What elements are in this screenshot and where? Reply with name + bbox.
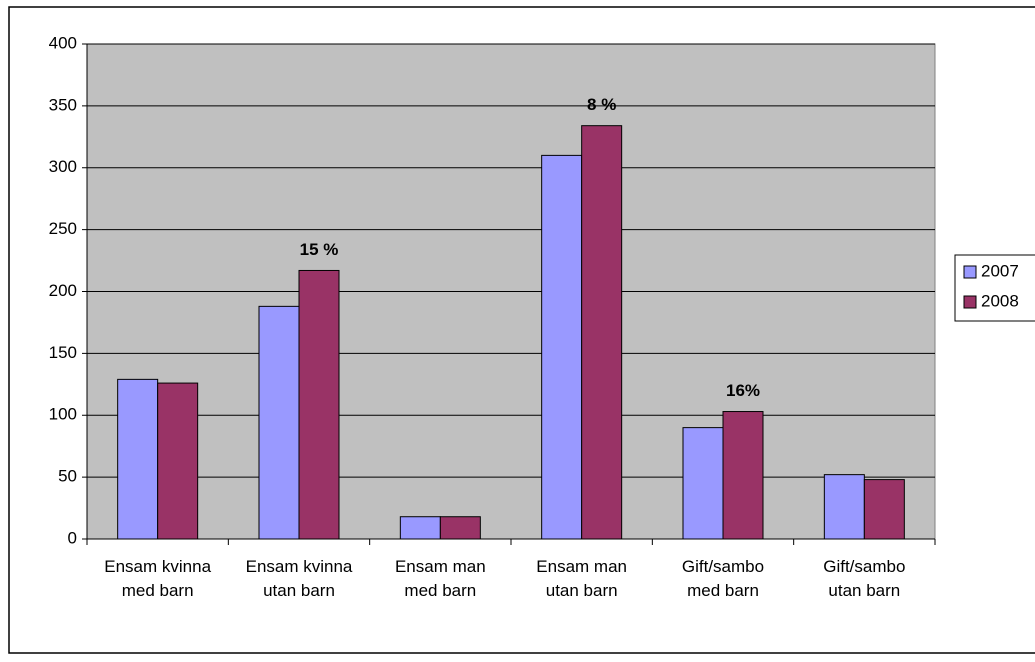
bar: [823, 474, 865, 540]
bar: [298, 269, 340, 540]
x-tick-label: Gift/sambo med barn: [681, 557, 765, 600]
bar: [581, 125, 623, 540]
annotation: 16%: [726, 381, 760, 400]
y-tick-label: 50: [58, 467, 77, 486]
annotation: 8 %: [587, 95, 616, 114]
y-tick-label: 350: [49, 95, 77, 114]
legend-swatch: [963, 265, 977, 279]
x-tick-label: Ensam kvinna utan barn: [245, 557, 353, 600]
x-tick-label: Gift/sambo utan barn: [823, 557, 906, 600]
bar: [439, 516, 481, 540]
y-tick-label: 400: [49, 33, 77, 52]
bar: [117, 378, 159, 540]
bar: [722, 411, 764, 540]
y-tick-label: 250: [49, 219, 77, 238]
x-tick-label: Ensam kvinna med barn: [104, 557, 212, 600]
y-tick-label: 200: [49, 281, 77, 300]
bar: [258, 305, 300, 540]
legend-label: 2007: [981, 261, 1019, 280]
bar: [541, 154, 583, 540]
x-tick-label: Ensam man med barn: [394, 557, 486, 600]
legend-swatch: [963, 295, 977, 309]
y-tick-label: 100: [49, 405, 77, 424]
x-tick-label: Ensam man utan barn: [536, 557, 627, 600]
legend-label: 2008: [981, 291, 1019, 310]
bar: [157, 382, 199, 540]
y-tick-label: 300: [49, 157, 77, 176]
bar: [682, 427, 724, 540]
bar: [399, 516, 441, 540]
y-tick-label: 0: [68, 528, 77, 547]
bar: [863, 479, 905, 540]
y-tick-label: 150: [49, 343, 77, 362]
annotation: 15 %: [300, 240, 339, 259]
